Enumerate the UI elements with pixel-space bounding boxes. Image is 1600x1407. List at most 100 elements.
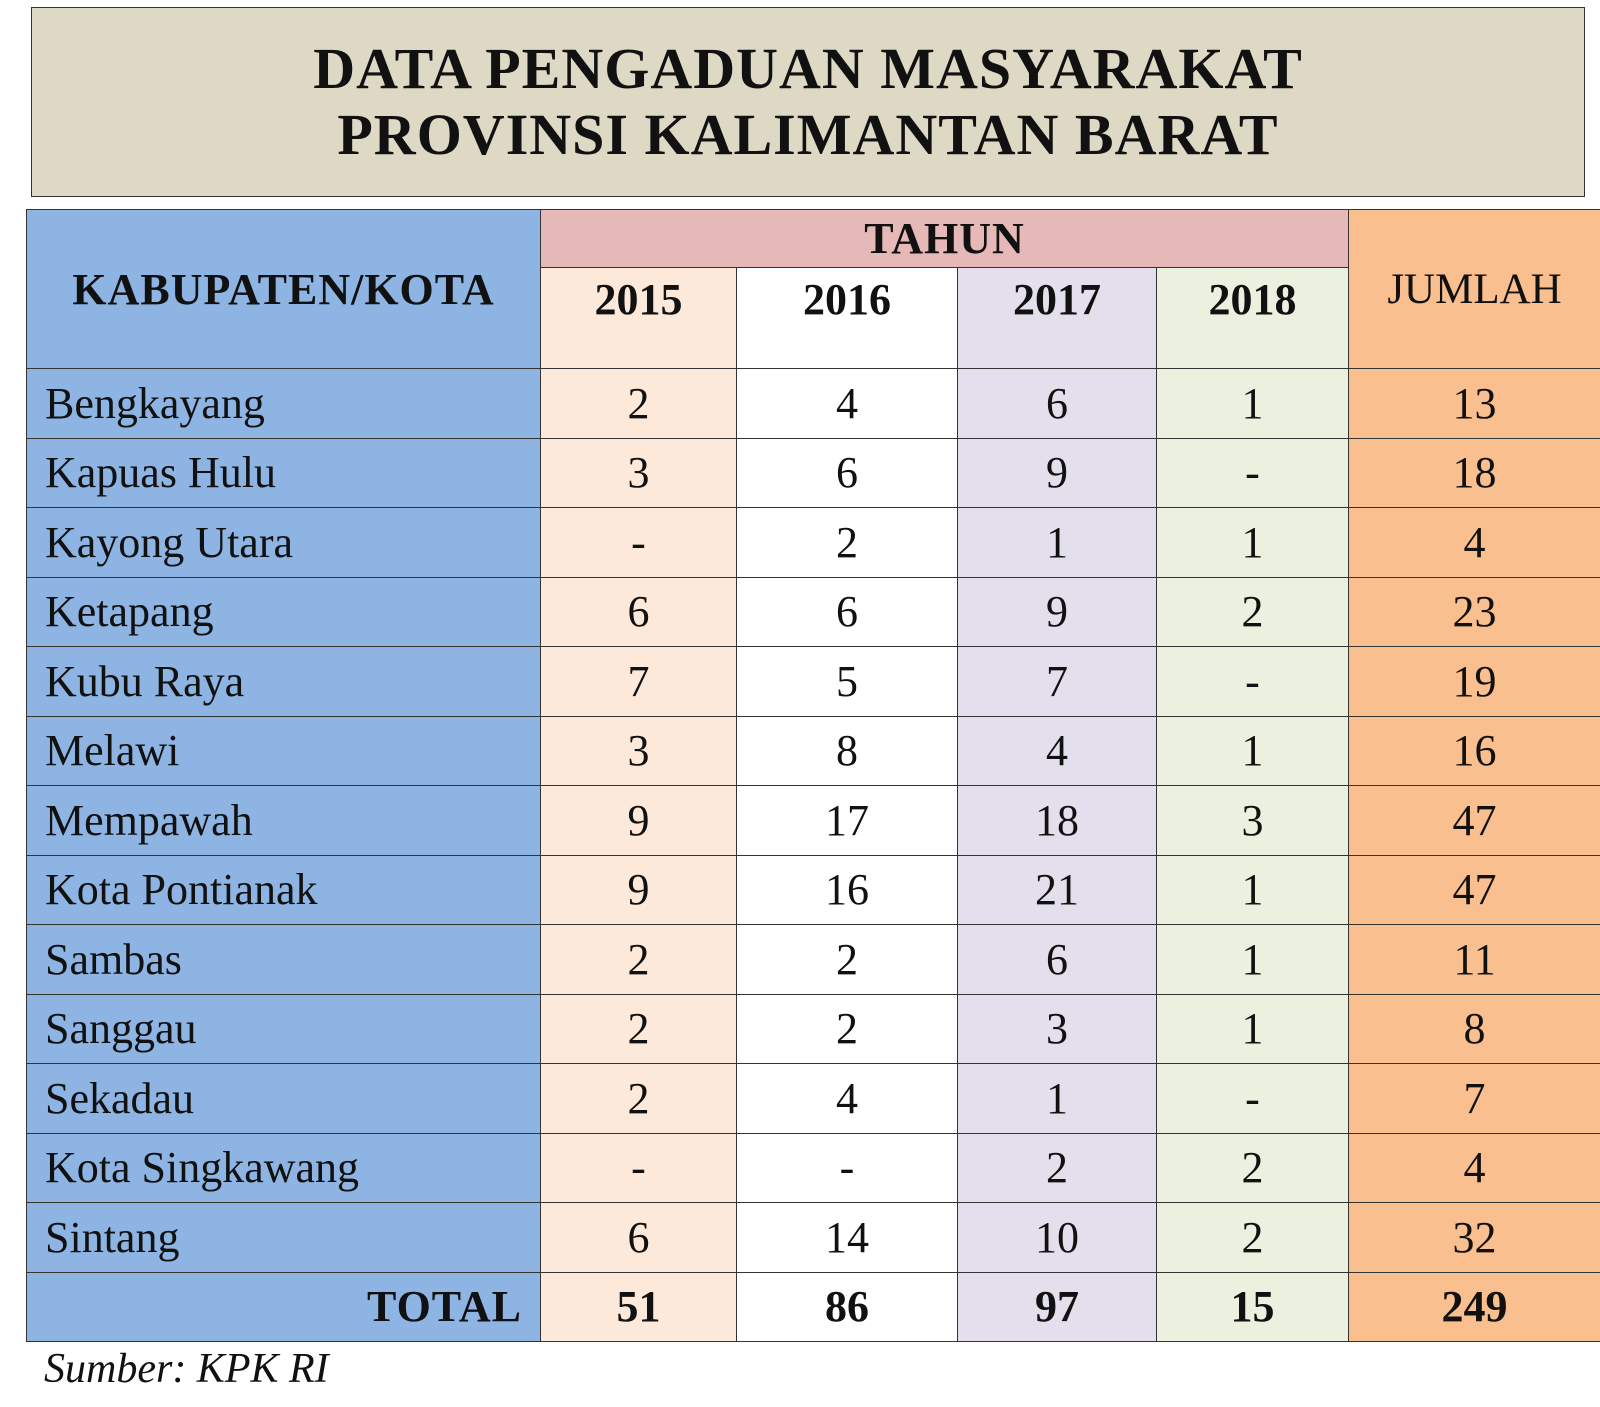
table-row: Kota Pontianak 9 16 21 1 47 [26,854,1600,925]
year-value-2017: 21 [957,854,1157,925]
year-value-2015: 9 [540,854,737,925]
year-value-2018: 2 [1155,1202,1350,1273]
source-note: Sumber: KPK RI [44,1346,329,1392]
region-name: Kapuas Hulu [26,437,541,508]
table-row: Ketapang 6 6 9 2 23 [26,576,1600,647]
year-value-2018: 2 [1155,1132,1350,1203]
row-total: 18 [1348,437,1600,508]
row-total: 8 [1348,993,1600,1064]
total-2015: 51 [540,1271,737,1342]
year-value-2015: 2 [540,924,737,995]
table-body: Bengkayang 2 4 6 1 13 Kapuas Hulu 3 6 9-18 Kayong … [26,368,1600,1273]
region-name: Sintang [26,1202,541,1273]
row-total: 16 [1348,715,1600,786]
year-value-2017: 6 [957,924,1157,995]
year-value-2018: - [1155,1063,1350,1134]
year-value-2017: 1 [957,1063,1157,1134]
year-value-2017: 9 [957,437,1157,508]
region-name: Sanggau [26,993,541,1064]
total-2018: 15 [1155,1271,1350,1342]
year-value-2015: 7 [540,646,737,717]
row-total: 47 [1348,854,1600,925]
region-name: Sekadau [26,1063,541,1134]
header-year-2016: 2016 [736,267,958,369]
region-name: Melawi [26,715,541,786]
table-row: Sintang 6 14 10 2 32 [26,1202,1600,1273]
year-value-2015: 2 [540,993,737,1064]
year-value-2016: 4 [736,1063,958,1134]
year-value-2017: 4 [957,715,1157,786]
year-value-2017: 3 [957,993,1157,1064]
title-line-2: PROVINSI KALIMANTAN BARAT [337,102,1279,167]
table-row: Sambas 2 2 6 1 11 [26,924,1600,995]
region-name: Kota Pontianak [26,854,541,925]
year-value-2016: 16 [736,854,958,925]
year-value-2016: 6 [736,437,958,508]
year-value-2017: 18 [957,785,1157,856]
row-total: 23 [1348,576,1600,647]
region-name: Kota Singkawang [26,1132,541,1203]
complaints-table: KABUPATEN/KOTA TAHUN JUMLAH 2015 2016 20… [26,209,1600,1342]
year-value-2018: 1 [1155,507,1350,578]
year-value-2018: 1 [1155,854,1350,925]
year-value-2018: 1 [1155,993,1350,1064]
table-row: Melawi 3 8 4 1 16 [26,715,1600,786]
year-value-2015: 2 [540,368,737,439]
row-total: 11 [1348,924,1600,995]
year-value-2018: 1 [1155,368,1350,439]
year-value-2015: 3 [540,437,737,508]
row-total: 47 [1348,785,1600,856]
header-total: JUMLAH [1348,209,1600,369]
year-value-2017: 9 [957,576,1157,647]
year-value-2016: 4 [736,368,958,439]
year-value-2018: 1 [1155,715,1350,786]
row-total: 4 [1348,1132,1600,1203]
year-value-2018: - [1155,646,1350,717]
year-value-2016: - [736,1132,958,1203]
year-value-2015: - [540,507,737,578]
header-year-2015: 2015 [540,267,737,369]
header-year-2018: 2018 [1155,267,1350,369]
year-value-2017: 7 [957,646,1157,717]
year-value-2017: 10 [957,1202,1157,1273]
year-value-2015: - [540,1132,737,1203]
table-row: Kota Singkawang - -2 2 4 [26,1132,1600,1203]
year-value-2018: 2 [1155,576,1350,647]
table-row: Mempawah 9 17 18 3 47 [26,785,1600,856]
total-2016: 86 [736,1271,958,1342]
table-row: Bengkayang 2 4 6 1 13 [26,368,1600,439]
title-line-1: DATA PENGADUAN MASYARAKAT [313,36,1303,101]
total-2017: 97 [957,1271,1157,1342]
year-value-2016: 5 [736,646,958,717]
table-row: Kubu Raya 7 5 7-19 [26,646,1600,717]
table-row: Kayong Utara -2 1 1 4 [26,507,1600,578]
total-label: TOTAL [26,1271,541,1342]
year-value-2016: 14 [736,1202,958,1273]
year-value-2015: 2 [540,1063,737,1134]
year-value-2018: - [1155,437,1350,508]
header-region: KABUPATEN/KOTA [26,209,541,369]
year-value-2017: 2 [957,1132,1157,1203]
year-value-2015: 6 [540,576,737,647]
year-value-2015: 6 [540,1202,737,1273]
table-row: Sanggau 2 2 3 1 8 [26,993,1600,1064]
year-value-2016: 17 [736,785,958,856]
header-year-2017: 2017 [957,267,1157,369]
region-name: Bengkayang [26,368,541,439]
region-name: Ketapang [26,576,541,647]
region-name: Mempawah [26,785,541,856]
region-name: Sambas [26,924,541,995]
region-name: Kayong Utara [26,507,541,578]
row-total: 32 [1348,1202,1600,1273]
region-name: Kubu Raya [26,646,541,717]
year-value-2018: 3 [1155,785,1350,856]
row-total: 13 [1348,368,1600,439]
year-value-2015: 3 [540,715,737,786]
year-value-2016: 2 [736,924,958,995]
table-row: Sekadau 2 4 1-7 [26,1063,1600,1134]
year-value-2017: 1 [957,507,1157,578]
grand-total: 249 [1348,1271,1600,1342]
year-value-2018: 1 [1155,924,1350,995]
year-value-2016: 6 [736,576,958,647]
year-value-2016: 2 [736,993,958,1064]
